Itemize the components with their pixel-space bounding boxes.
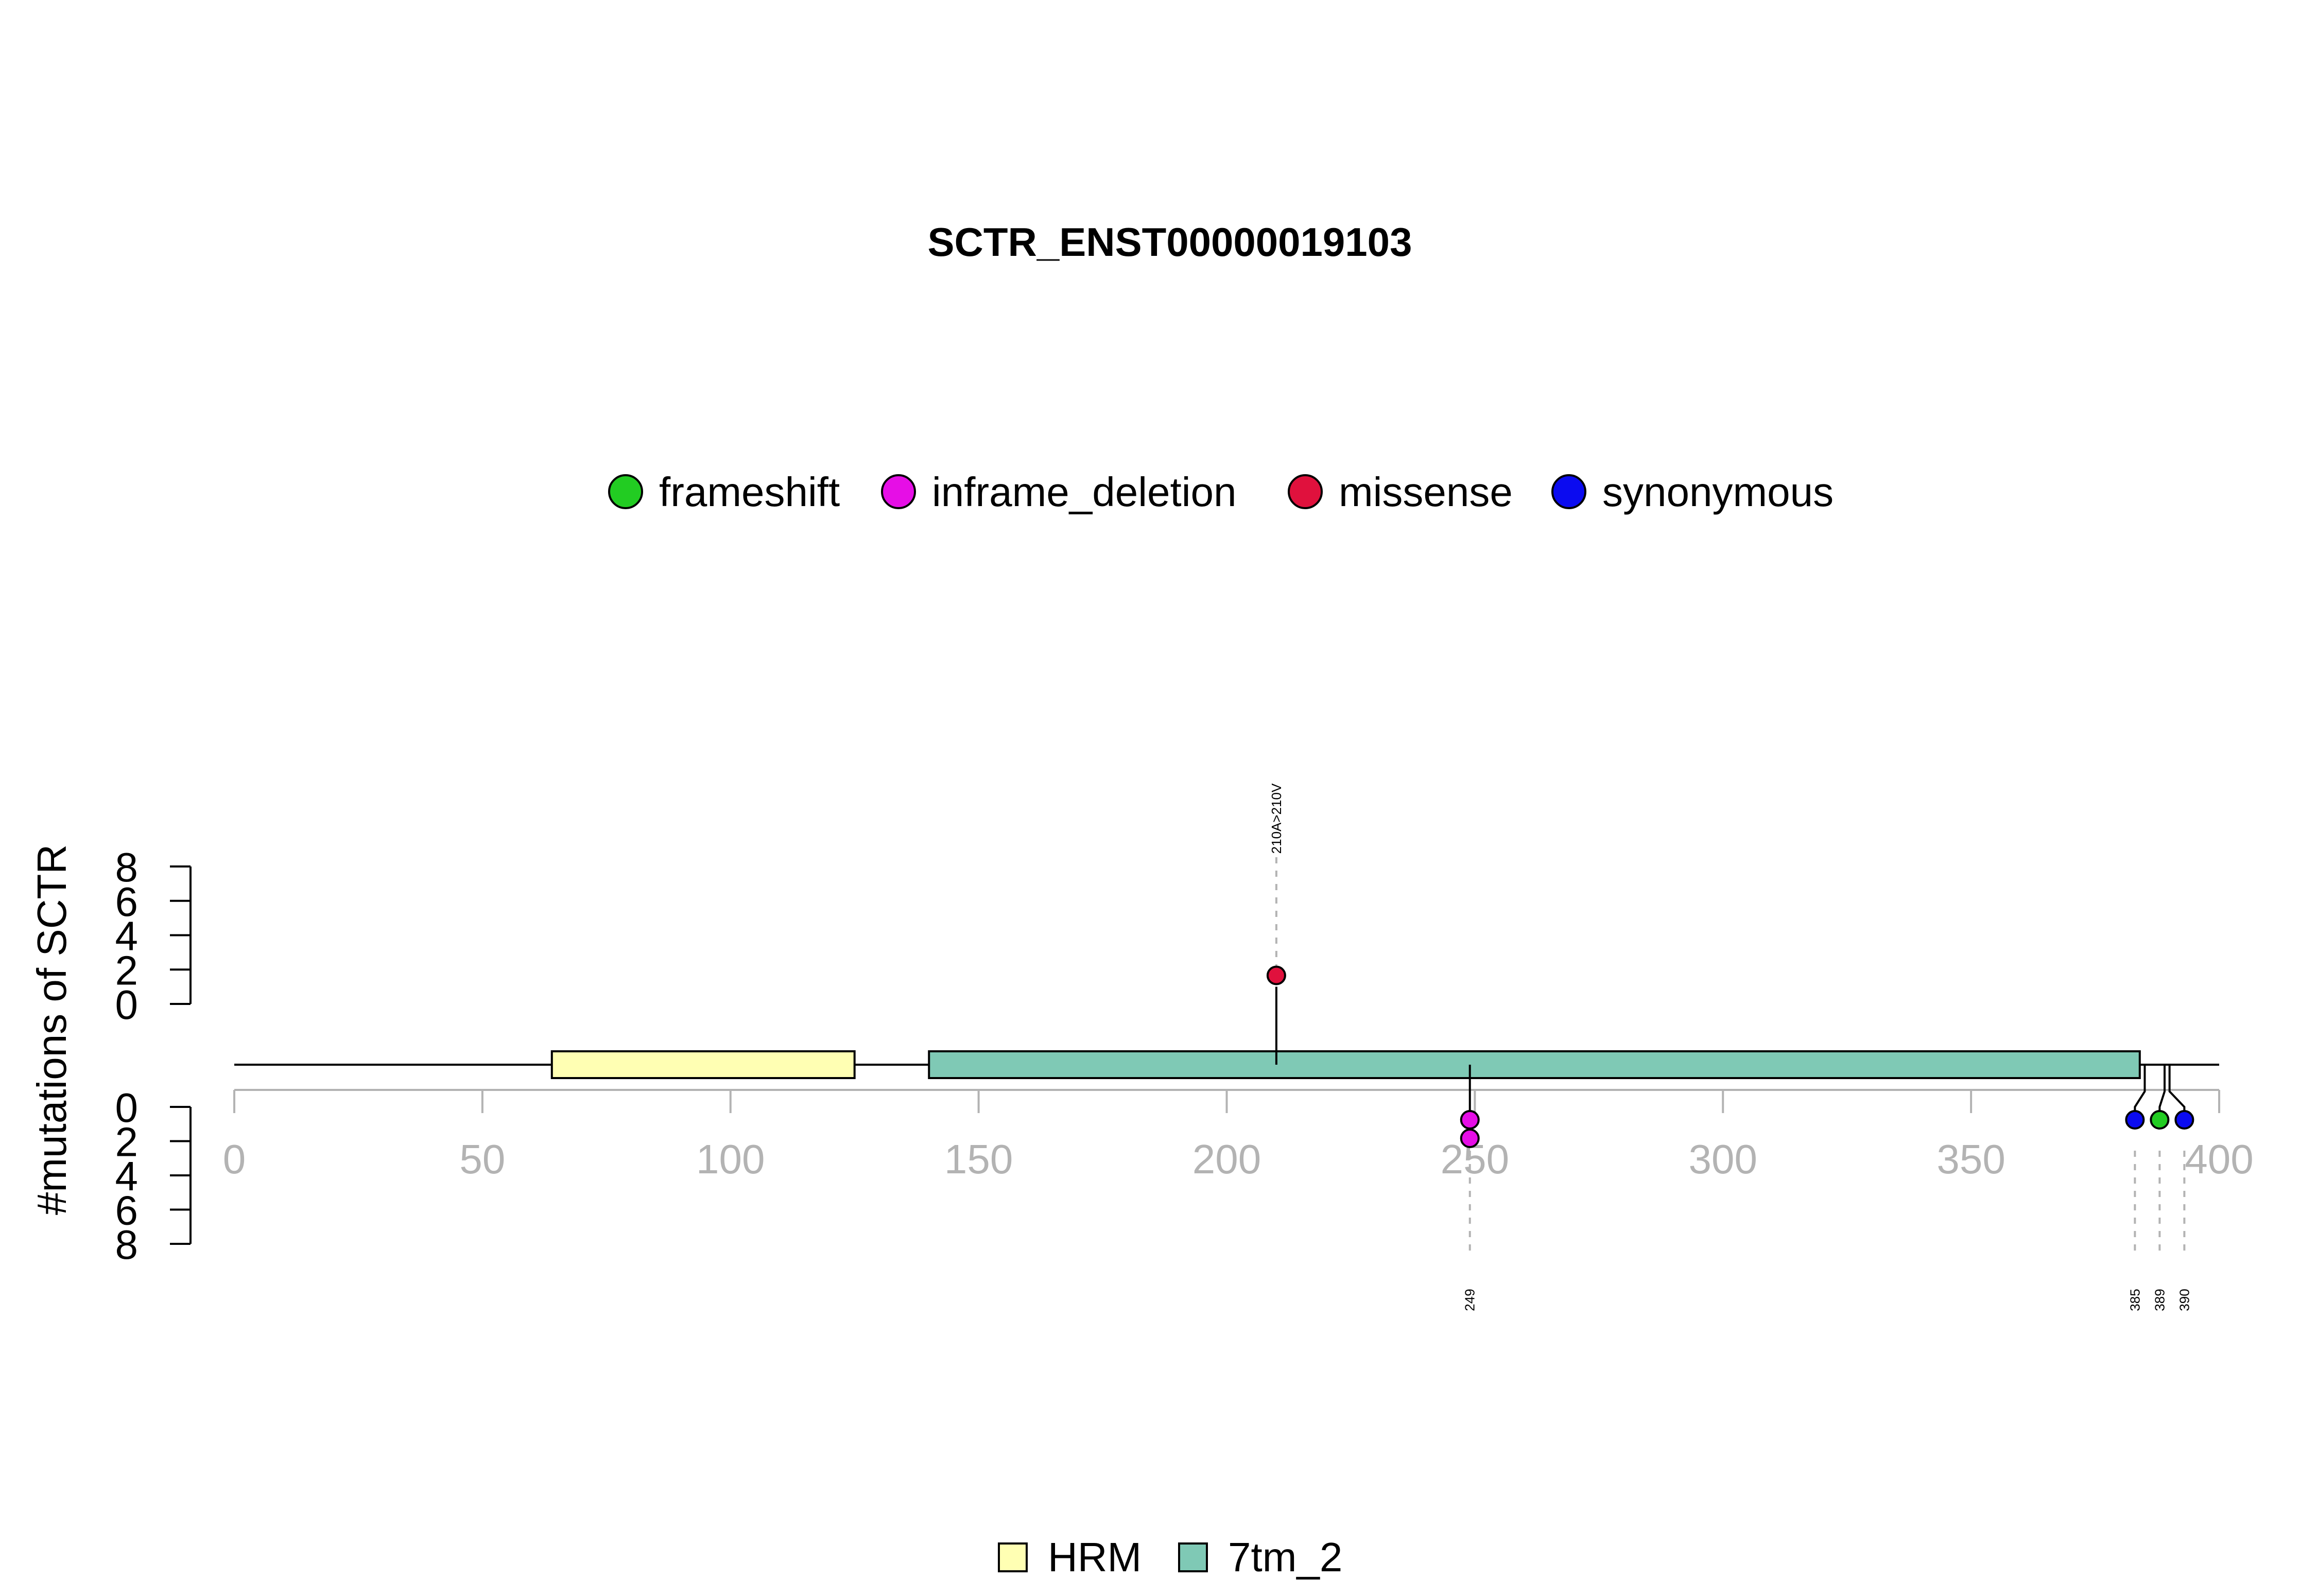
- mutation-point-synonymous: [2125, 1110, 2145, 1130]
- mutation-guide-lines: [1275, 857, 2186, 1256]
- mutation-type-legend: frameshift inframe_deletion missense synony…: [608, 469, 1834, 515]
- mutation-point-synonymous: [2174, 1110, 2194, 1130]
- domain-HRM: [550, 1050, 856, 1079]
- legend-label-frameshift: frameshift: [659, 469, 840, 515]
- x-tick-label: 150: [944, 1136, 1013, 1182]
- legend-swatch-synonymous: [1551, 474, 1586, 509]
- mutation-point-inframe_deletion: [1460, 1110, 1480, 1130]
- legend-label-inframe_deletion: inframe_deletion: [932, 469, 1236, 515]
- legend-label-missense: missense: [1339, 469, 1513, 515]
- legend-swatch-inframe_deletion: [881, 474, 916, 509]
- x-tick-label: 400: [2185, 1136, 2253, 1182]
- mutation-label: 389: [2152, 1289, 2167, 1311]
- mutation-lollipops: [1266, 965, 2194, 1148]
- legend-label-7tm_2: 7tm_2: [1228, 1534, 1342, 1580]
- y-tick-label-top: 8: [115, 844, 139, 890]
- y-axis-label: #mutations of SCTR: [29, 844, 75, 1215]
- mutation-label: 390: [2176, 1289, 2192, 1311]
- mutation-labels: 210A>210V 249 385 389 390: [1269, 783, 2192, 1311]
- y-tick-label-bottom: 6: [115, 1188, 139, 1234]
- y-tick-label-top: 4: [115, 913, 139, 959]
- legend-swatch-7tm_2: [1178, 1542, 1208, 1572]
- legend-swatch-frameshift: [608, 474, 643, 509]
- y-tick-label-bottom: 4: [115, 1153, 139, 1199]
- mutation-point-inframe_deletion: [1460, 1129, 1480, 1148]
- domain-7tm_2: [928, 1050, 2141, 1079]
- chart-title: SCTR_ENST00000019103: [928, 219, 1412, 265]
- mutation-label: 210A>210V: [1269, 783, 1284, 854]
- y-tick-label-top: 2: [115, 947, 139, 993]
- legend-label-synonymous: synonymous: [1602, 469, 1834, 515]
- x-tick-label: 100: [696, 1136, 765, 1182]
- mutation-label: 249: [1462, 1289, 1478, 1311]
- mutation-point-missense: [1266, 965, 1286, 985]
- domain-legend: HRM 7tm_2: [998, 1534, 1342, 1580]
- legend-swatch-HRM: [998, 1542, 1028, 1572]
- x-axis: 0 50 100 150 200 250 300 350 400: [223, 1089, 2254, 1182]
- x-tick-label: 300: [1689, 1136, 1757, 1182]
- y-tick-label-bottom: 0: [115, 1085, 139, 1131]
- x-tick-label: 50: [459, 1136, 505, 1182]
- x-tick-label: 200: [1192, 1136, 1261, 1182]
- mutation-point-frameshift: [2150, 1110, 2170, 1130]
- x-tick-label: 0: [223, 1136, 246, 1182]
- mutation-label: 385: [2127, 1289, 2142, 1311]
- y-tick-label-top: 6: [115, 879, 139, 925]
- protein-domains: [550, 1050, 2141, 1079]
- y-tick-label-bottom: 2: [115, 1119, 139, 1165]
- legend-swatch-missense: [1288, 474, 1323, 509]
- legend-label-HRM: HRM: [1048, 1534, 1142, 1580]
- x-tick-label: 350: [1936, 1136, 2005, 1182]
- y-tick-label-bottom: 8: [115, 1222, 139, 1268]
- y-tick-label-top: 0: [115, 982, 139, 1028]
